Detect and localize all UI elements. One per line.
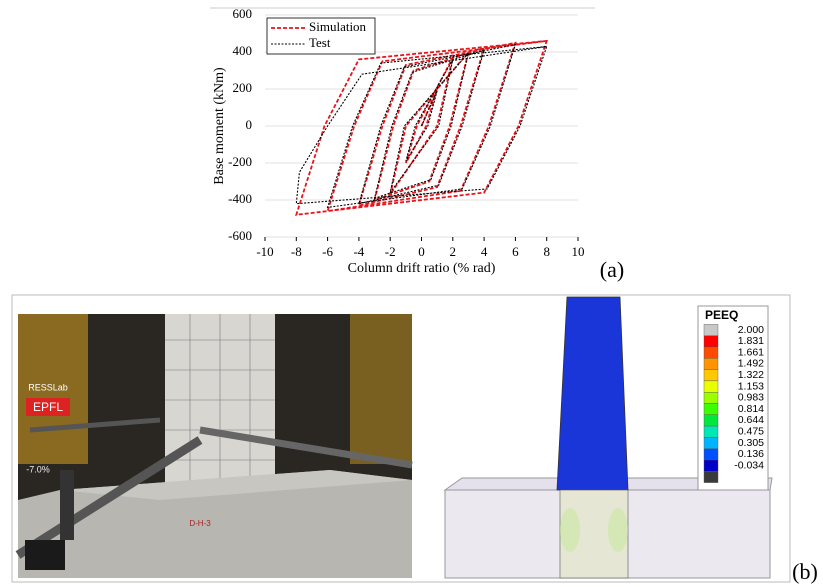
x-tick-label: 0: [418, 244, 425, 259]
x-tick-label: 2: [450, 244, 457, 259]
photo-label: EPFL: [33, 400, 63, 414]
contour-swatch: [703, 335, 719, 348]
contour-swatch: [703, 425, 719, 438]
series-line: [295, 39, 549, 216]
contour-swatch: [703, 459, 719, 472]
x-tick-label: -2: [385, 244, 396, 259]
legend-title: PEEQ: [705, 308, 738, 322]
contour-swatch: [703, 448, 719, 461]
y-tick-label: -600: [228, 228, 252, 243]
x-tick-label: 6: [512, 244, 519, 259]
photo-label: RESSLab: [28, 382, 68, 392]
contour-level-label: 1.831: [738, 335, 764, 347]
x-axis-label: Column drift ratio (% rad): [348, 261, 496, 276]
contour-level-label: -0.034: [734, 459, 764, 471]
contour-legend: PEEQ 2.0001.8311.6611.4921.3221.1530.983…: [697, 305, 769, 491]
photo-label: -7.0%: [26, 464, 50, 474]
x-tick-label: 8: [543, 244, 550, 259]
contour-level-label: 1.322: [738, 369, 764, 381]
x-tick-label: -6: [322, 244, 333, 259]
photo: RESSLab EPFL -7.0% D-H-3: [15, 314, 413, 578]
contour-swatch: [703, 369, 719, 382]
y-tick-label: -400: [228, 191, 252, 206]
x-tick-label: -10: [256, 244, 273, 259]
contour-swatch: [703, 437, 719, 449]
contour-swatch: [703, 392, 719, 404]
legend-box: [266, 17, 376, 55]
contour-level-label: 0.644: [738, 414, 764, 426]
contour-swatch: [703, 324, 719, 336]
legend-label: Simulation: [309, 19, 367, 34]
contour-level-label: 0.983: [738, 392, 764, 404]
x-tick-label: -8: [291, 244, 302, 259]
legend-label: Test: [309, 35, 331, 50]
panel-label: (b): [792, 559, 818, 584]
contour-swatch: [703, 414, 719, 427]
y-tick-label: 600: [233, 6, 253, 21]
contour-level-label: 1.153: [738, 380, 764, 392]
series-line: [295, 43, 548, 209]
contour-swatch: [703, 403, 719, 416]
x-tick-label: 4: [481, 244, 488, 259]
y-tick-label: -200: [228, 154, 252, 169]
y-tick-label: 0: [246, 117, 253, 132]
contour-level-label: 2.000: [738, 324, 764, 336]
y-axis-label: Base moment (kNm): [212, 67, 227, 185]
contour-swatch: [703, 358, 719, 370]
x-tick-label: 10: [572, 244, 585, 259]
contour-level-label: 0.814: [738, 403, 764, 415]
contour-level-label: 1.492: [738, 358, 764, 370]
contour-swatch: [703, 380, 719, 393]
contour-swatch: [703, 346, 719, 359]
contour-level-label: 1.661: [738, 346, 764, 358]
y-tick-label: 400: [233, 43, 253, 58]
contour-level-label: 0.475: [738, 425, 764, 437]
contour-level-label: 0.305: [738, 437, 764, 449]
contour-level-label: 0.136: [738, 448, 764, 460]
panel-b-frame: [11, 294, 791, 583]
panel-label: (a): [600, 257, 624, 282]
x-tick-label: -4: [353, 244, 364, 259]
photo-label: D-H-3: [189, 519, 211, 528]
y-tick-label: 200: [233, 80, 253, 95]
contour-swatch: [703, 471, 719, 483]
